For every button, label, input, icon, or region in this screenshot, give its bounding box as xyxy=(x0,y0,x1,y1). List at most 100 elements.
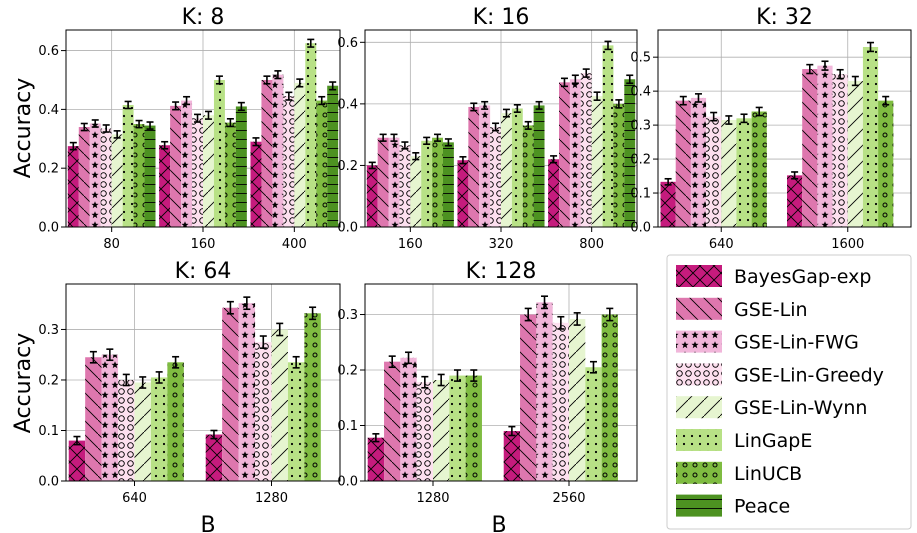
bar-hatch xyxy=(367,437,385,481)
bar-hatch xyxy=(111,134,123,227)
legend-swatch-hatch xyxy=(676,461,722,484)
bar-hatch xyxy=(721,120,737,227)
y-axis-label-bottom: Accuracy xyxy=(11,333,36,433)
legend-swatch-hatch xyxy=(676,363,722,386)
y-tick-label: 0.2 xyxy=(630,153,651,168)
bar-hatch xyxy=(150,377,168,481)
x-tick-label: 1280 xyxy=(255,491,288,506)
bar-hatch xyxy=(118,379,135,481)
y-tick-label: 0.2 xyxy=(337,159,358,174)
bar-hatch xyxy=(235,106,247,227)
bar-hatch xyxy=(203,115,214,227)
x-tick-label: 640 xyxy=(709,237,734,252)
legend-label: GSE-Lin-Greedy xyxy=(734,364,884,386)
bar-hatch xyxy=(410,156,422,227)
bar-hatch xyxy=(144,125,156,227)
bar-hatch xyxy=(479,105,491,227)
bar-hatch xyxy=(847,80,863,227)
y-tick-label: 0.3 xyxy=(630,119,651,134)
legend-label: GSE-Lin xyxy=(734,299,808,321)
bar-hatch xyxy=(580,73,592,227)
bar-hatch xyxy=(490,126,501,227)
bar-hatch xyxy=(569,79,581,227)
bar-hatch xyxy=(552,322,569,481)
bar-hatch xyxy=(442,142,454,227)
chart-panel: 0.0 0.1 0.2 0.3 640 1280 K: 64 xyxy=(38,259,341,506)
bar-hatch xyxy=(602,45,614,227)
bar-hatch xyxy=(366,165,378,227)
y-tick-label: 0.1 xyxy=(630,187,651,202)
bar-hatch xyxy=(304,313,321,481)
bar-hatch xyxy=(181,100,193,227)
bar-hatch xyxy=(675,100,691,227)
y-tick-label: 0.0 xyxy=(337,221,358,236)
y-tick-label: 0.4 xyxy=(630,85,651,100)
bar-hatch xyxy=(432,137,443,227)
bar-hatch xyxy=(817,65,833,228)
legend: BayesGap-exp GSE-Lin GSE-Lin-FWG GSE-Lin-Gr… xyxy=(666,254,912,530)
y-tick-label: 0.0 xyxy=(630,221,651,236)
bar-hatch xyxy=(85,357,102,481)
bar-hatch xyxy=(134,382,151,481)
bar-hatch xyxy=(548,159,560,227)
legend-frame xyxy=(666,254,912,530)
bar-hatch xyxy=(787,175,803,227)
bar-hatch xyxy=(862,46,879,227)
y-tick-label: 0.2 xyxy=(38,373,59,388)
y-tick-label: 0.2 xyxy=(337,364,358,379)
x-tick-label: 640 xyxy=(122,491,147,506)
y-tick-label: 0.6 xyxy=(38,44,59,59)
bar-hatch xyxy=(536,302,553,481)
bar-hatch xyxy=(159,145,171,227)
bar-hatch xyxy=(78,127,90,227)
x-tick-label: 2560 xyxy=(552,491,585,506)
y-tick-label: 0.2 xyxy=(38,162,59,177)
chart-title: K: 128 xyxy=(466,259,537,284)
bar-hatch xyxy=(67,146,79,227)
bar-hatch xyxy=(569,318,586,481)
bar-hatch xyxy=(101,354,119,481)
bar-hatch xyxy=(736,118,752,227)
bar-hatch xyxy=(585,367,602,481)
bar-hatch xyxy=(591,96,603,227)
bar-hatch xyxy=(283,96,295,228)
bar-hatch xyxy=(327,85,339,228)
y-tick-label: 0.1 xyxy=(337,419,358,434)
chart-title: K: 8 xyxy=(182,5,225,30)
bar-hatch xyxy=(205,434,223,481)
legend-swatch-hatch xyxy=(676,265,722,287)
legend-label: GSE-Lin-FWG xyxy=(734,332,859,354)
x-tick-label: 160 xyxy=(398,237,423,252)
x-tick-label: 320 xyxy=(489,237,514,252)
bar-hatch xyxy=(170,105,182,227)
bar-hatch xyxy=(250,141,262,227)
x-axis-label-left: B xyxy=(200,513,215,533)
bar-hatch xyxy=(384,361,401,481)
y-tick-label: 0.4 xyxy=(337,97,358,112)
bar-hatch xyxy=(122,104,134,227)
bar-hatch xyxy=(89,123,101,227)
bar-hatch xyxy=(706,116,722,227)
legend-label: LinGapE xyxy=(734,430,812,452)
axes-frame xyxy=(364,283,638,482)
bar-hatch xyxy=(465,375,482,481)
x-axis-label-right: B xyxy=(491,513,506,533)
bar-hatch xyxy=(68,440,86,481)
bar-hatch xyxy=(601,314,618,481)
y-tick-label: 0.6 xyxy=(337,36,358,51)
legend-swatch-hatch xyxy=(676,494,722,517)
y-tick-label: 0.3 xyxy=(38,323,59,338)
bar-hatch xyxy=(294,82,306,227)
bar-hatch xyxy=(559,82,570,227)
bar-hatch xyxy=(399,145,411,227)
bar-hatch xyxy=(520,314,537,481)
y-tick-label: 0.0 xyxy=(38,221,59,236)
bar-hatch xyxy=(613,103,625,227)
bar-hatch xyxy=(449,375,466,481)
bar-hatch xyxy=(511,108,523,227)
legend-label: GSE-Lin-Wynn xyxy=(734,397,867,419)
legend-label: LinUCB xyxy=(734,463,802,485)
y-tick-label: 0.5 xyxy=(630,51,651,66)
bar-hatch xyxy=(878,100,894,227)
